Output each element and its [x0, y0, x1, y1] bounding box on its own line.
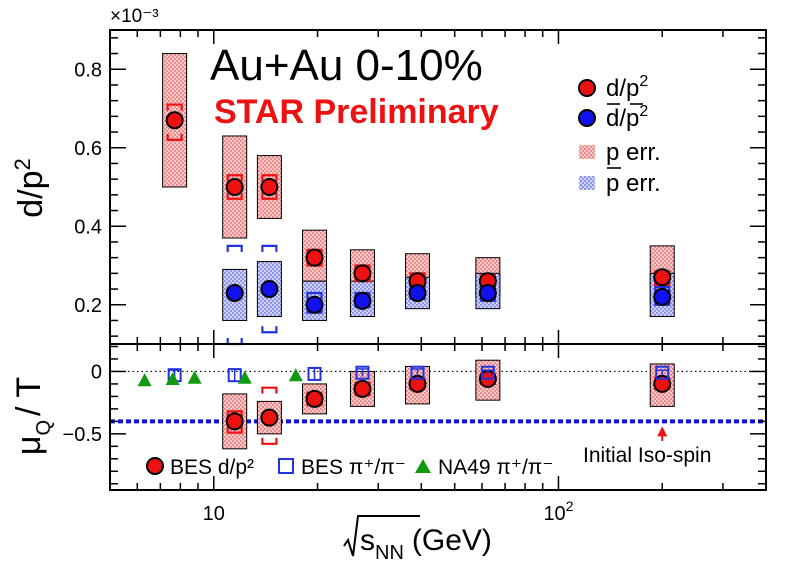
- x-tick-labels: 10 102: [203, 498, 574, 525]
- d-marker: [225, 178, 244, 196]
- top-y-title-d: d/p: [12, 170, 50, 217]
- top-ytick-label: 0.8: [74, 59, 102, 81]
- dbar-pterr-bracket-lower: [261, 326, 278, 334]
- bottom-ytick-label: −0.5: [63, 424, 102, 446]
- y-exponent-label: ×10⁻³: [110, 6, 159, 27]
- bottom-reference-lines: [110, 370, 766, 424]
- bottom-panel-frame: [109, 343, 767, 491]
- na49-marker: [288, 368, 303, 382]
- d-pterr-bracket-lower: [226, 192, 243, 200]
- dbar-pterr-bracket-upper: [261, 244, 278, 252]
- top-y-axis-title: d/p2: [10, 158, 50, 218]
- top-panel: 0.2 0.4 0.6 0.8 ×10⁻³ d/p2 Au+Au 0-10% STAR…: [10, 6, 767, 346]
- bottom-markers: [137, 365, 672, 431]
- bes-pi-marker: [355, 365, 370, 380]
- iso-spin-annotation: Initial Iso-spin: [583, 426, 711, 467]
- top-legend: d/p2 d/p2 p err. p err.: [578, 73, 661, 197]
- bottom-ytick-label: 0: [91, 361, 102, 383]
- legend-bes-pi-marker: [278, 458, 294, 474]
- na49-marker: [165, 371, 180, 385]
- dbar-marker: [353, 291, 372, 310]
- bes-d-marker: [653, 374, 672, 393]
- legend-d-marker: [578, 79, 596, 97]
- bes-pi-marker: [480, 365, 495, 380]
- dbar-marker: [408, 283, 427, 302]
- dbar-pterr-bracket-upper: [654, 285, 671, 294]
- dbar-marker: [653, 287, 672, 306]
- dbar-marker: [305, 295, 324, 314]
- legend-bes-pi-label: BES π⁺/π⁻: [301, 456, 406, 479]
- top-ytick-label: 0.2: [74, 295, 102, 317]
- d-marker: [653, 268, 672, 287]
- iso-spin-arrowhead: [657, 426, 668, 437]
- legend-dbar-label: d/p2: [606, 103, 648, 132]
- bottom-axis-ticks: [109, 344, 767, 490]
- legend-pbarerr-swatch: [579, 176, 595, 190]
- bes-d-marker: [260, 408, 279, 427]
- legend-perr-swatch: [579, 145, 595, 159]
- x-tick-label: 10: [203, 503, 225, 525]
- x-axis-title: sNN (GeV): [343, 515, 492, 564]
- top-y-tick-labels: 0.2 0.4 0.6 0.8: [74, 59, 102, 317]
- top-y-title-exp: 2: [10, 158, 35, 170]
- bes-d-bracket-lower: [226, 426, 243, 434]
- d-pterr-bracket-upper: [226, 174, 243, 182]
- top-ytick-label: 0.4: [74, 216, 102, 238]
- bottom-panel: 0 −0.5 10 102 μQ/ T sNN (GeV) BES d/p² BES …: [10, 343, 767, 564]
- d-pterr-bracket-lower: [166, 133, 183, 141]
- bes-pi-marker: [410, 365, 425, 380]
- na49-marker: [187, 370, 202, 384]
- dbar-marker: [260, 280, 279, 299]
- chart-subtitle: STAR Preliminary: [214, 93, 499, 131]
- top-ytick-label: 0.6: [74, 138, 102, 160]
- bes-pi-marker: [227, 368, 242, 383]
- sqrt-sign: [343, 515, 420, 557]
- legend-pbarerr-label: p err.: [606, 170, 661, 197]
- chart-title: Au+Au 0-10%: [210, 41, 483, 90]
- legend-dbar-marker: [578, 109, 596, 127]
- na49-marker: [237, 370, 252, 384]
- bes-d-marker: [225, 412, 244, 431]
- d-pterr-bracket-upper: [166, 103, 183, 111]
- legend-bes-d-marker: [146, 457, 164, 475]
- x-axis-title-text: sNN (GeV): [360, 524, 492, 564]
- dbar-marker: [478, 283, 497, 302]
- bes-pi-marker: [655, 365, 670, 380]
- bes-d-bracket-upper: [226, 410, 243, 418]
- legend-d-label: d/p2: [606, 73, 648, 102]
- top-markers: [165, 111, 672, 314]
- legend-na49-label: NA49 π⁺/π⁻: [438, 456, 553, 479]
- d-pterr-bracket-upper: [261, 174, 278, 182]
- d-marker: [165, 111, 184, 130]
- dbar-marker: [225, 283, 244, 302]
- na49-marker: [137, 373, 152, 387]
- d-marker: [260, 178, 279, 196]
- bes-pi-marker: [307, 366, 322, 381]
- bottom-y-axis-title: μQ/ T: [10, 377, 55, 455]
- dbar-pterr-bracket-upper: [306, 291, 323, 299]
- d-marker: [353, 264, 372, 283]
- bes-d-bracket-lower: [261, 437, 278, 445]
- bes-d-marker: [305, 389, 324, 408]
- x-tick-label: 102: [543, 498, 573, 525]
- bottom-y-tick-labels: 0 −0.5: [63, 361, 102, 445]
- top-axis-ticks: [109, 30, 767, 344]
- legend-na49-marker: [415, 459, 431, 473]
- bes-d-marker: [353, 379, 372, 398]
- bes-d-bracket-upper: [261, 386, 278, 394]
- iso-spin-label: Initial Iso-spin: [583, 444, 711, 467]
- bottom-error-bands: [222, 359, 675, 450]
- d-marker: [305, 248, 324, 267]
- dbar-pterr-bracket-upper: [226, 244, 243, 252]
- bottom-legend: BES d/p² BES π⁺/π⁻ NA49 π⁺/π⁻: [146, 456, 553, 479]
- bottom-bracket-errors: [226, 372, 671, 445]
- legend-perr-label: p err.: [606, 139, 661, 166]
- legend-bes-d-label: BES d/p²: [170, 456, 254, 479]
- d-pterr-bracket-lower: [261, 192, 278, 200]
